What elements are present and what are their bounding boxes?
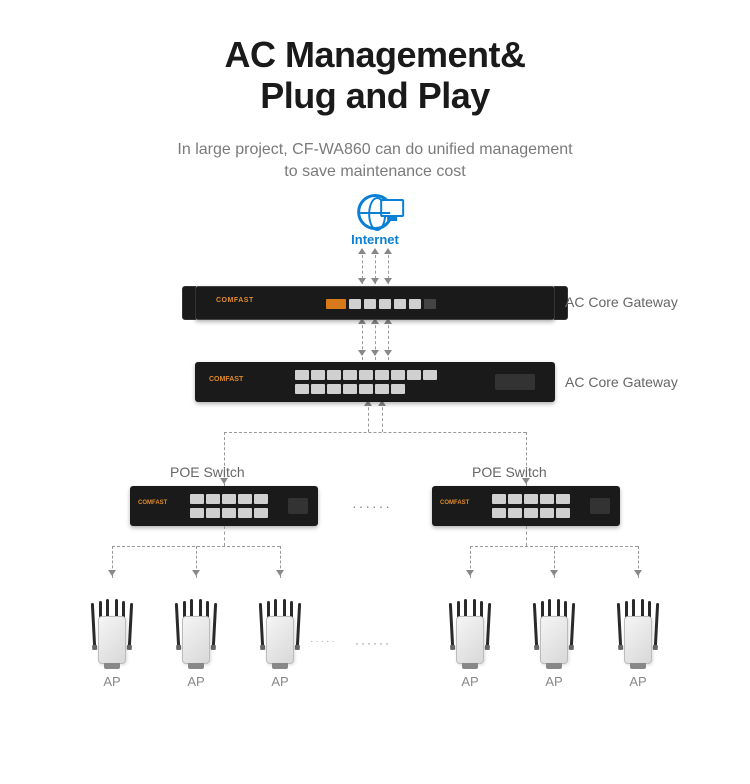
connector-line [384,278,392,284]
access-point-3: AP [258,616,302,689]
connector-line [382,402,383,432]
device-brand: COMFAST [440,500,469,506]
connector-line [224,432,526,433]
ac-core-gateway-1: COMFAST [195,286,555,320]
subtitle-line-2: to save maintenance cost [284,163,465,180]
poe-switch-right: COMFAST [432,486,620,526]
ellipsis-dots: ····· [310,636,337,647]
connector-line [108,570,116,576]
title-line-1: AC Management& [224,34,525,75]
connector-line [371,350,379,356]
connector-line [192,570,200,576]
connector-line [276,570,284,576]
page-subtitle: In large project, CF-WA860 can do unifie… [0,139,750,184]
device-label: POE Switch [472,464,547,480]
page-title: AC Management& Plug and Play [0,34,750,117]
connector-line [358,350,366,356]
device-brand: COMFAST [209,376,243,383]
connector-line [224,526,225,546]
ellipsis-dots: ······ [352,498,392,514]
poe-switch-left: COMFAST [130,486,318,526]
access-point-6: AP [616,616,660,689]
connector-line [371,278,379,284]
title-line-2: Plug and Play [260,75,490,116]
connector-line [371,248,379,254]
ap-label: AP [448,674,492,689]
device-label: AC Core Gateway [565,374,678,390]
topology-diagram: Internet COMFAST AC Core Gateway COMFAST AC … [0,194,750,754]
device-brand: COMFAST [216,297,254,304]
device-label: POE Switch [170,464,245,480]
connector-line [634,570,642,576]
device-label: AC Core Gateway [565,294,678,310]
ellipsis-dots: ······ [355,636,391,650]
internet-icon: Internet [351,194,399,247]
connector-line [550,570,558,576]
access-point-5: AP [532,616,576,689]
ap-label: AP [616,674,660,689]
ap-label: AP [532,674,576,689]
internet-label: Internet [351,232,399,247]
ap-label: AP [90,674,134,689]
connector-line [358,278,366,284]
connector-line [384,350,392,356]
ap-label: AP [258,674,302,689]
connector-line [466,570,474,576]
access-point-2: AP [174,616,218,689]
access-point-1: AP [90,616,134,689]
access-point-4: AP [448,616,492,689]
ac-core-gateway-2: COMFAST [195,362,555,402]
connector-line [368,402,369,432]
connector-line [526,526,527,546]
ap-label: AP [174,674,218,689]
connector-line [358,248,366,254]
subtitle-line-1: In large project, CF-WA860 can do unifie… [177,141,572,158]
connector-line [384,248,392,254]
device-brand: COMFAST [138,500,167,506]
